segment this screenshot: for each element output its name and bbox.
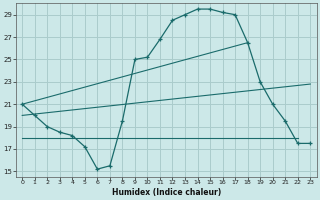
- X-axis label: Humidex (Indice chaleur): Humidex (Indice chaleur): [112, 188, 221, 197]
